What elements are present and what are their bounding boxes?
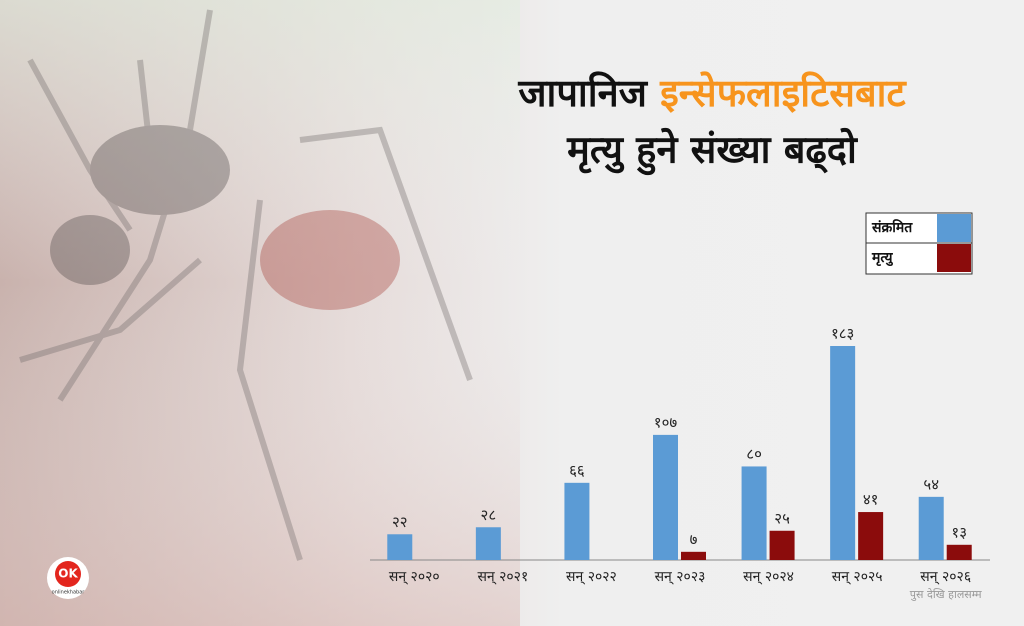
value-label: ७ xyxy=(690,530,698,548)
value-label: १०७ xyxy=(654,413,678,431)
value-label: ६६ xyxy=(569,461,585,479)
value-label: ८० xyxy=(746,445,762,463)
x-tick-label: सन् २०२६ xyxy=(920,569,971,585)
chart-title: मृत्यु हुने संख्या बढ्दो xyxy=(566,128,858,176)
bar xyxy=(830,346,856,560)
bar xyxy=(858,512,884,560)
value-label: १८३ xyxy=(831,325,854,343)
bar xyxy=(475,527,501,560)
background-overlay xyxy=(0,0,520,626)
bar xyxy=(653,434,678,560)
legend-swatch xyxy=(937,244,971,272)
x-tick-label: सन् २०२४ xyxy=(743,569,794,585)
value-label: २५ xyxy=(774,509,790,527)
bar xyxy=(681,551,706,560)
mosquito-illustration xyxy=(19,9,473,561)
x-tick-label: सन् २०२३ xyxy=(655,569,706,585)
bar xyxy=(741,466,767,560)
legend-swatch xyxy=(937,214,971,242)
x-tick-label: सन् २०२१ xyxy=(477,569,528,585)
bar xyxy=(387,534,413,560)
annotation: पुस देखि हालसम्म xyxy=(910,588,982,601)
logo-text: OK xyxy=(58,567,78,581)
value-label: २२ xyxy=(392,513,408,531)
bar xyxy=(918,496,944,560)
x-tick-label: सन् २०२५ xyxy=(832,569,883,585)
value-label: ५४ xyxy=(923,475,939,493)
logo-subtext: onlinekhabar xyxy=(52,590,86,596)
x-tick-label: सन् २०२२ xyxy=(566,569,617,585)
x-tick-label: सन् २०२० xyxy=(389,569,440,585)
value-label: ४१ xyxy=(863,491,879,509)
title-part: जापानिज xyxy=(517,71,648,115)
legend-label: मृत्यु xyxy=(871,250,894,267)
value-label: १३ xyxy=(951,523,967,541)
bar xyxy=(946,544,972,560)
chart-title: जापानिज इन्सेफलाइटिसबाट xyxy=(517,71,907,115)
bar xyxy=(564,482,590,560)
value-label: २८ xyxy=(481,506,497,524)
bar xyxy=(769,530,795,560)
title-highlight: इन्सेफलाइटिसबाट xyxy=(659,71,907,115)
logo-mark xyxy=(55,561,81,587)
legend-label: संक्रमित xyxy=(871,219,913,236)
